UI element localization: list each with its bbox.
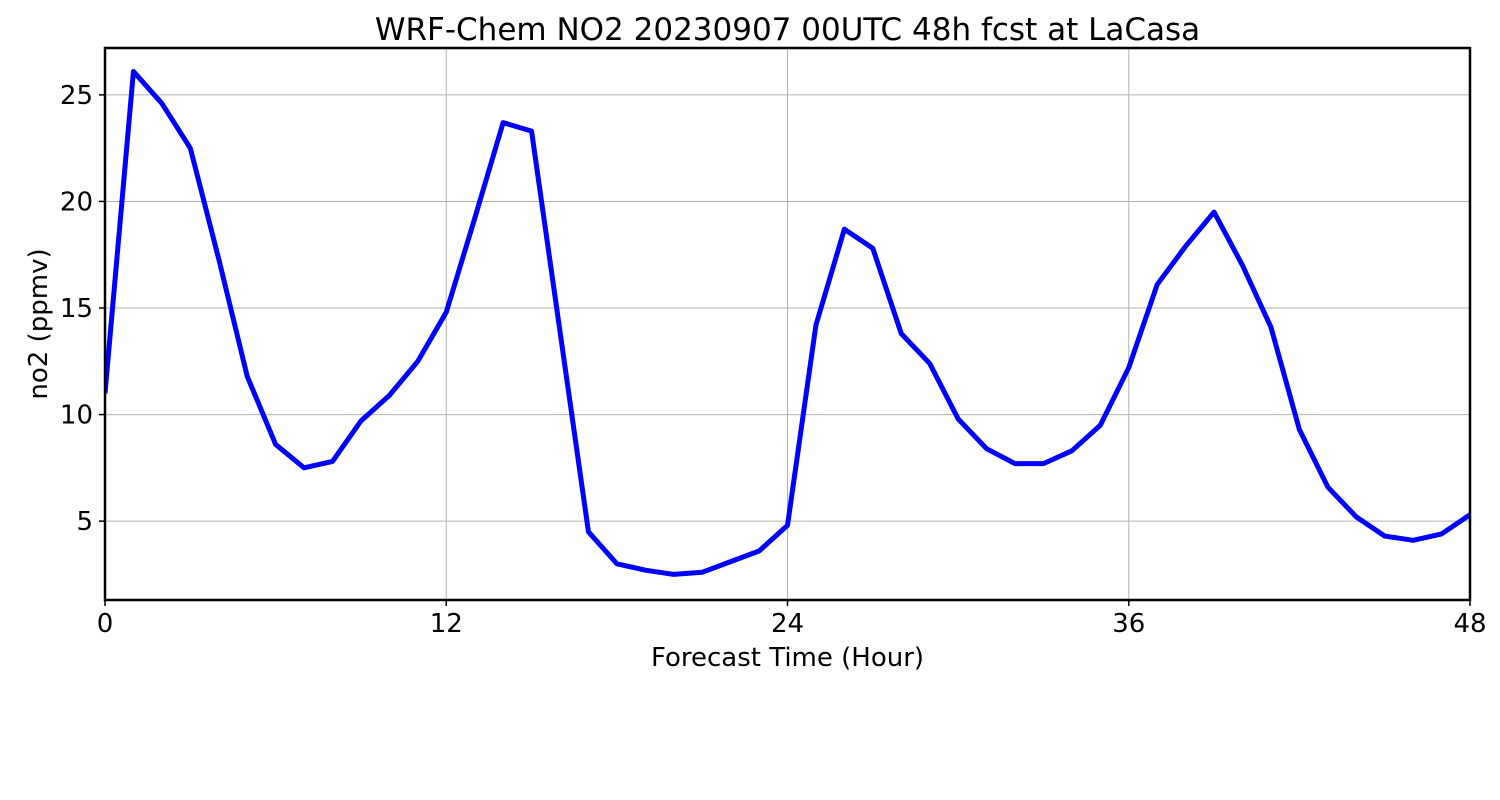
x-tick-label: 36 [1112,609,1145,639]
y-tick-label: 10 [60,401,93,431]
y-tick-label: 15 [60,294,93,324]
y-tick-label: 20 [60,187,93,217]
y-tick-label: 5 [76,507,93,537]
series-line-no2 [105,68,1470,577]
x-tick-label: 12 [430,609,463,639]
y-tick-label: 25 [60,81,93,111]
x-axis-label: Forecast Time (Hour) [651,643,924,673]
y-axis-label: no2 (ppmv) [24,248,54,399]
ticks: 0 12 24 36 48 5 10 15 20 25 [60,81,1487,639]
chart-title: WRF-Chem NO2 20230907 00UTC 48h fcst at … [375,12,1200,48]
x-tick-label: 0 [97,609,114,639]
x-tick-label: 48 [1453,609,1486,639]
series-layer [105,68,1470,577]
x-tick-label: 24 [771,609,804,639]
